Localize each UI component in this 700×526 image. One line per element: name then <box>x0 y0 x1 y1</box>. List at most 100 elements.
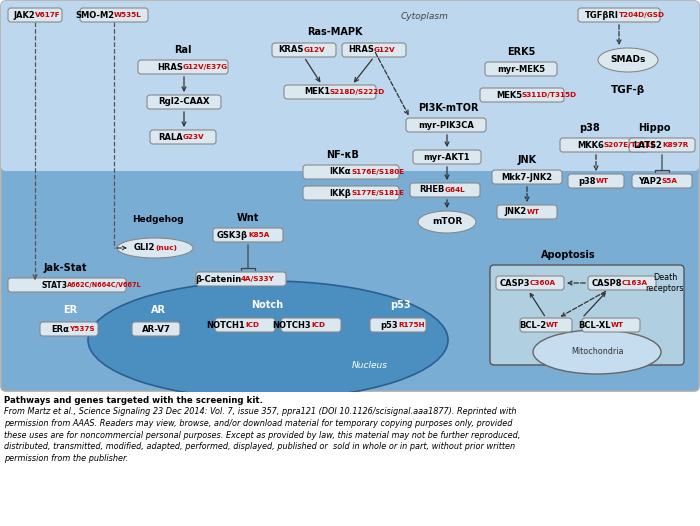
Text: G23V: G23V <box>183 134 204 140</box>
Text: W535L: W535L <box>114 12 141 18</box>
Text: myr-AKT1: myr-AKT1 <box>424 153 470 161</box>
Text: YAP2: YAP2 <box>638 177 662 186</box>
Text: p38: p38 <box>580 123 601 133</box>
FancyBboxPatch shape <box>303 165 399 179</box>
Text: JNK: JNK <box>517 155 537 165</box>
Text: WT: WT <box>546 322 559 328</box>
FancyBboxPatch shape <box>629 138 695 152</box>
FancyBboxPatch shape <box>560 138 648 152</box>
Text: S311D/T315D: S311D/T315D <box>522 92 577 98</box>
FancyBboxPatch shape <box>196 272 286 286</box>
Text: V617F: V617F <box>35 12 61 18</box>
FancyBboxPatch shape <box>1 1 699 171</box>
Text: A662C/N664C/V667L: A662C/N664C/V667L <box>67 282 141 288</box>
Text: Hedgehog: Hedgehog <box>132 216 184 225</box>
Text: Ral: Ral <box>174 45 192 55</box>
Text: C360A: C360A <box>530 280 556 286</box>
Text: KRAS: KRAS <box>279 46 304 55</box>
FancyBboxPatch shape <box>8 8 62 22</box>
Text: BCL-XL: BCL-XL <box>578 320 611 329</box>
FancyBboxPatch shape <box>213 228 283 242</box>
Text: ICD: ICD <box>245 322 259 328</box>
FancyBboxPatch shape <box>272 43 336 57</box>
FancyBboxPatch shape <box>496 276 564 290</box>
Ellipse shape <box>418 211 476 233</box>
FancyBboxPatch shape <box>582 318 640 332</box>
FancyBboxPatch shape <box>406 118 486 132</box>
FancyBboxPatch shape <box>568 174 624 188</box>
Text: ER: ER <box>63 305 77 315</box>
FancyBboxPatch shape <box>150 130 216 144</box>
FancyBboxPatch shape <box>497 205 557 219</box>
Text: AR: AR <box>150 305 165 315</box>
Text: S207E/T211E: S207E/T211E <box>604 142 657 148</box>
Text: K897R: K897R <box>662 142 688 148</box>
Text: myr-MEK5: myr-MEK5 <box>497 65 545 74</box>
FancyBboxPatch shape <box>485 62 557 76</box>
Text: p53: p53 <box>380 320 398 329</box>
FancyBboxPatch shape <box>588 276 656 290</box>
Bar <box>0 392 700 526</box>
Text: G12V: G12V <box>374 47 395 53</box>
Text: CASP8: CASP8 <box>592 278 622 288</box>
Text: ERα: ERα <box>51 325 69 333</box>
Ellipse shape <box>88 281 448 399</box>
Text: NOTCH3: NOTCH3 <box>272 320 311 329</box>
FancyBboxPatch shape <box>281 318 341 332</box>
FancyBboxPatch shape <box>147 95 221 109</box>
FancyBboxPatch shape <box>410 183 480 197</box>
Text: G12V: G12V <box>304 47 326 53</box>
Text: Notch: Notch <box>251 300 283 310</box>
Text: K85A: K85A <box>248 232 270 238</box>
Text: JNK2: JNK2 <box>505 207 527 217</box>
Text: GSK3β: GSK3β <box>217 230 248 239</box>
Text: WT: WT <box>527 209 540 215</box>
Text: Rgl2-CAAX: Rgl2-CAAX <box>158 97 210 106</box>
Text: CASP3: CASP3 <box>500 278 530 288</box>
Text: SMADs: SMADs <box>610 56 645 65</box>
FancyBboxPatch shape <box>632 174 692 188</box>
Text: TGFβRI: TGFβRI <box>585 11 619 19</box>
FancyBboxPatch shape <box>132 322 180 336</box>
Text: SMO-M2: SMO-M2 <box>75 11 114 19</box>
FancyBboxPatch shape <box>40 322 98 336</box>
FancyBboxPatch shape <box>342 43 406 57</box>
Text: R175H: R175H <box>398 322 425 328</box>
Text: G64L: G64L <box>445 187 466 193</box>
Text: Y537S: Y537S <box>69 326 94 332</box>
Text: AR-V7: AR-V7 <box>141 325 171 333</box>
Text: Ras-MAPK: Ras-MAPK <box>307 27 363 37</box>
Text: GLI2: GLI2 <box>134 244 155 252</box>
Text: Nucleus: Nucleus <box>352 360 388 369</box>
Text: S5A: S5A <box>662 178 678 184</box>
Text: IKKβ: IKKβ <box>329 188 351 197</box>
Text: JAK2: JAK2 <box>13 11 35 19</box>
Text: MKK6: MKK6 <box>577 140 604 149</box>
FancyBboxPatch shape <box>492 170 562 184</box>
Ellipse shape <box>533 330 661 374</box>
Text: myr-PIK3CA: myr-PIK3CA <box>418 120 474 129</box>
FancyBboxPatch shape <box>413 150 481 164</box>
Text: Death
receptors: Death receptors <box>645 274 685 292</box>
Text: Wnt: Wnt <box>237 213 259 223</box>
Text: BCL-2: BCL-2 <box>519 320 546 329</box>
Text: Hippo: Hippo <box>638 123 671 133</box>
Text: S177E/S181E: S177E/S181E <box>351 190 404 196</box>
Text: NOTCH1: NOTCH1 <box>206 320 245 329</box>
Text: S176E/S180E: S176E/S180E <box>351 169 404 175</box>
Text: WT: WT <box>596 178 609 184</box>
Text: (nuc): (nuc) <box>155 245 177 251</box>
Text: Mkk7-JNK2: Mkk7-JNK2 <box>501 173 552 181</box>
Text: β-Catenin: β-Catenin <box>195 275 241 284</box>
Text: NF-κB: NF-κB <box>327 150 359 160</box>
Text: TGF-β: TGF-β <box>611 85 645 95</box>
Text: Pathways and genes targeted with the screening kit.: Pathways and genes targeted with the scr… <box>4 396 263 405</box>
Text: MEK5: MEK5 <box>496 90 522 99</box>
Text: Apoptosis: Apoptosis <box>540 250 595 260</box>
Text: C163A: C163A <box>622 280 648 286</box>
Text: HRAS: HRAS <box>157 63 183 72</box>
Text: WT: WT <box>611 322 624 328</box>
FancyBboxPatch shape <box>80 8 148 22</box>
Text: ICD: ICD <box>311 322 325 328</box>
Text: Cytoplasm: Cytoplasm <box>401 12 449 21</box>
